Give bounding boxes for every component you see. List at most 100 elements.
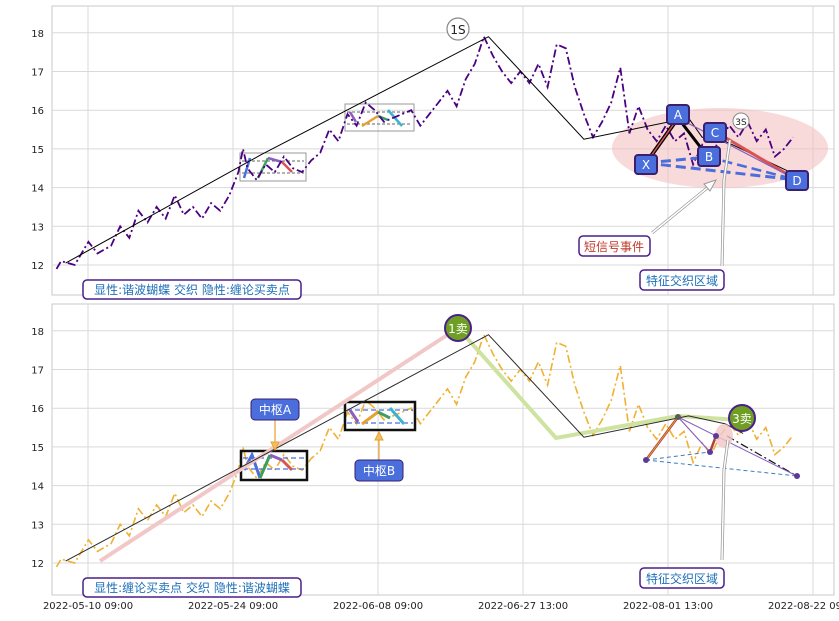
zs-b-box: 中枢B <box>354 459 404 482</box>
top-zhongshu-box-2 <box>344 103 415 132</box>
top-zhongshu-box-1 <box>239 152 307 182</box>
bottom-ytick-12: 12 <box>31 559 44 570</box>
bottom-zigzag-b-purple <box>348 409 360 423</box>
bottom-point-b-dot <box>707 449 713 455</box>
bottom-zigzag-a-red <box>280 458 294 472</box>
top-legend-box: 显性:谐波蝴蝶 交织 隐性:缠论买卖点 <box>82 279 302 300</box>
harmonic-ad-line <box>677 117 798 181</box>
bottom-zigzag-b-orange <box>361 410 379 426</box>
bottom-legend-box: 显性:缠论买卖点 交织 隐性:谐波蝴蝶 <box>82 577 302 598</box>
bottom-grid <box>52 304 834 595</box>
bottom-point-c-dot <box>713 433 719 439</box>
bottom-xtick-5: 2022-08-22 09:00 <box>768 601 839 612</box>
top-ytick-16: 16 <box>31 106 44 117</box>
top-ytick-15: 15 <box>31 145 44 156</box>
point-b-label: B <box>705 150 713 164</box>
top-ytick-13: 13 <box>31 222 44 233</box>
three-sell-label: 3卖 <box>732 412 752 426</box>
top-zigzag-2-purple <box>348 111 358 123</box>
top-legend-text: 显性:谐波蝴蝶 交织 隐性:缠论买卖点 <box>94 282 290 297</box>
zs-a-arrowhead <box>270 441 280 452</box>
bottom-y-ticks: 12 13 14 15 16 17 18 <box>31 327 44 570</box>
point-c-label: C <box>711 126 719 140</box>
bottom-point-a-dot <box>675 414 681 420</box>
bottom-price-line <box>55 332 794 568</box>
bottom-xtick-3: 2022-06-27 13:00 <box>478 601 568 612</box>
top-y-ticks: 12 13 14 15 16 17 18 <box>31 29 44 272</box>
point-d-box: D <box>785 170 809 191</box>
zone-top-arrow-inner <box>721 139 731 267</box>
bottom-point-d-dot <box>794 473 800 479</box>
one-sell-marker: 1卖 <box>444 314 472 342</box>
top-zigzag-2-orange <box>361 114 379 128</box>
zone-top-box: 特征交织区域 <box>639 269 725 291</box>
bottom-harmonic-ab <box>677 416 711 453</box>
bottom-xtick-4: 2022-08-01 13:00 <box>623 601 713 612</box>
one-sell-label: 1卖 <box>448 322 468 336</box>
one-s-label: 1S <box>450 23 465 37</box>
zone-bottom-arrow-inner <box>721 439 729 561</box>
point-c-box: C <box>703 122 727 143</box>
bottom-x-ticks: 2022-05-10 09:00 2022-05-24 09:00 2022-06-… <box>43 601 839 612</box>
three-sell-marker: 3卖 <box>728 404 756 432</box>
bottom-xtick-2: 2022-06-08 09:00 <box>333 601 423 612</box>
bottom-xtick-0: 2022-05-10 09:00 <box>43 601 133 612</box>
top-ytick-17: 17 <box>31 68 44 79</box>
top-ytick-14: 14 <box>31 184 44 195</box>
zone-top-text: 特征交织区域 <box>646 273 718 288</box>
bottom-xtick-1: 2022-05-24 09:00 <box>188 601 278 612</box>
point-x-box: X <box>634 154 658 175</box>
bottom-zigzag-b-green <box>377 410 391 420</box>
zs-a-box: 中枢A <box>250 398 300 421</box>
bottom-harmonic-ad <box>677 416 798 477</box>
bottom-harmonic-xb-dash <box>645 451 711 461</box>
point-a-label: A <box>674 108 683 122</box>
top-panel: 12 13 14 15 16 17 18 <box>31 5 835 300</box>
zs-b-arrowhead <box>374 430 384 441</box>
harmonic-xd-dash <box>645 161 798 182</box>
top-zigzag-1-purple <box>267 156 283 164</box>
top-ytick-18: 18 <box>31 29 44 40</box>
short-signal-box: 短信号事件 <box>578 235 651 257</box>
top-zigzag-1-red <box>281 161 293 173</box>
bottom-harmonic-xd-dash <box>645 459 798 477</box>
point-a-box: A <box>666 104 690 125</box>
bottom-point-x-dot <box>643 457 649 463</box>
bottom-zigzag-a-green <box>258 454 272 479</box>
one-s-marker: 1S <box>446 17 470 41</box>
bottom-ytick-16: 16 <box>31 404 44 415</box>
harmonic-bd-dash <box>707 155 798 182</box>
bottom-panel-frame <box>51 303 835 596</box>
top-panel-frame <box>51 5 835 296</box>
bottom-zhongshu-b <box>343 400 417 432</box>
bottom-zigzag-a-purple <box>269 453 283 462</box>
short-signal-text: 短信号事件 <box>584 240 644 254</box>
short-signal-arrow-inner <box>651 183 713 234</box>
point-b-box: B <box>697 146 721 167</box>
bottom-bi-up-highlight <box>98 326 460 563</box>
zs-b-label: 中枢B <box>363 463 395 478</box>
top-price-line <box>55 34 794 270</box>
point-x-label: X <box>642 158 650 172</box>
bottom-ytick-13: 13 <box>31 520 44 531</box>
short-signal-arrowhead <box>703 179 718 192</box>
zone-bottom-text: 特征交织区域 <box>646 571 718 586</box>
bottom-harmonic-cd-dashdot <box>726 435 798 477</box>
bottom-ytick-14: 14 <box>31 482 44 493</box>
zone-bottom-box: 特征交织区域 <box>639 567 725 589</box>
bottom-ytick-15: 15 <box>31 443 44 454</box>
bottom-harmonic-xa-inner <box>645 416 679 461</box>
three-s-label: 3S <box>735 118 747 128</box>
zs-a-label: 中枢A <box>259 402 292 417</box>
bottom-zhongshu-a <box>239 449 309 482</box>
three-s-marker: 3S <box>732 112 750 130</box>
bottom-zigzag-b-cyan <box>388 407 406 425</box>
bottom-panel: 12 13 14 15 16 17 18 2022-05-10 09:00 2022-05-2… <box>31 303 839 612</box>
bottom-ytick-17: 17 <box>31 366 44 377</box>
bottom-bi-down-highlight <box>456 326 741 441</box>
bottom-bi-line <box>65 334 744 562</box>
top-ytick-12: 12 <box>31 261 44 272</box>
bottom-legend-text: 显性:缠论买卖点 交织 隐性:谐波蝴蝶 <box>94 580 290 595</box>
